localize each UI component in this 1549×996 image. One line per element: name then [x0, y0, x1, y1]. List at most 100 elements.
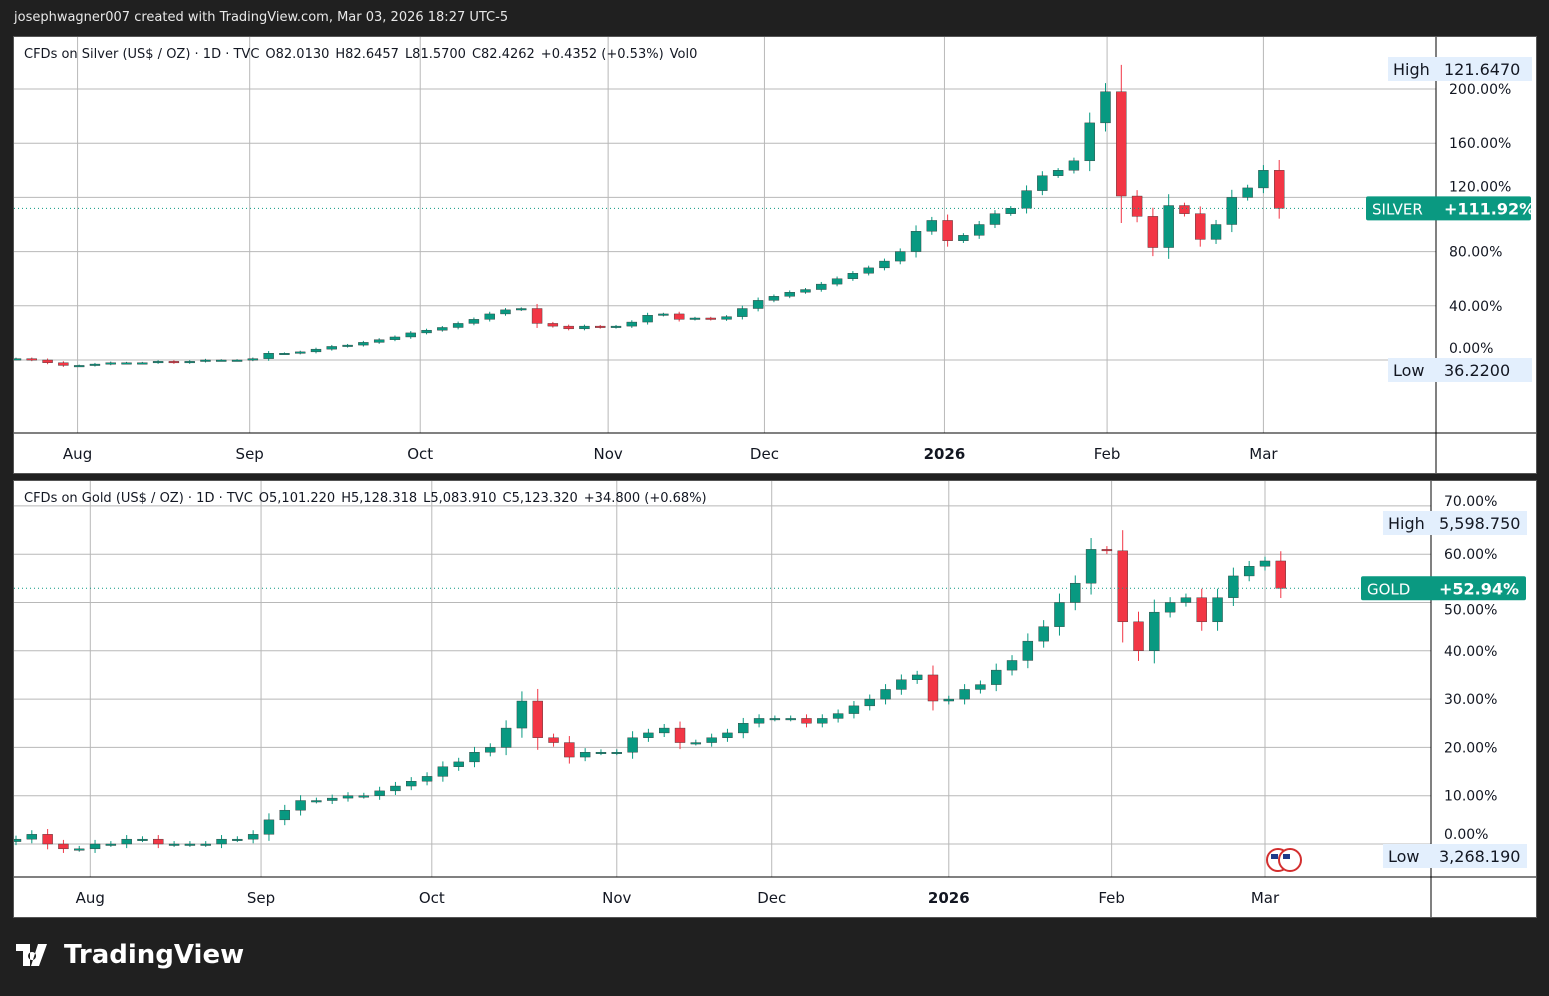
time-tick-label: Sep: [236, 445, 264, 463]
candle-body: [595, 752, 607, 754]
candle-body: [1131, 195, 1143, 217]
candle-body: [1101, 549, 1113, 552]
candle-body: [943, 698, 954, 702]
time-tick-label: Mar: [1249, 445, 1278, 463]
time-tick-label: Sep: [247, 889, 275, 907]
candle-body: [184, 361, 195, 364]
candle-body: [911, 674, 923, 680]
low-label: Low: [1388, 847, 1420, 866]
candle-body: [279, 809, 290, 821]
candle-body: [752, 300, 764, 309]
silver-open: O82.0130: [265, 47, 330, 62]
candle-body: [437, 327, 448, 331]
candle-body: [658, 313, 669, 316]
candle-body: [705, 317, 716, 320]
candle-body: [769, 718, 781, 721]
candle-body: [1242, 187, 1253, 198]
candle-body: [1243, 566, 1255, 577]
time-tick-label: Oct: [419, 889, 445, 907]
price-tick-label: 40.00%: [1444, 644, 1497, 660]
candle-body: [14, 838, 22, 842]
candle-body: [690, 742, 702, 745]
high-label: High: [1393, 60, 1430, 79]
low-value: 36.2200: [1444, 361, 1510, 380]
candle-body: [26, 358, 37, 361]
candle-body: [1100, 91, 1111, 124]
candle-body: [310, 348, 322, 353]
candle-body: [1226, 197, 1238, 225]
candle-body: [232, 838, 243, 841]
low-label: Low: [1393, 361, 1425, 380]
candle-body: [611, 752, 622, 754]
candle-body: [1180, 597, 1192, 603]
silver-volume: Vol0: [669, 47, 698, 62]
candle-body: [121, 838, 132, 845]
candle-body: [137, 838, 148, 841]
tradingview-logo[interactable]: TradingView: [16, 940, 244, 970]
candle-body: [1084, 122, 1095, 162]
candle-body: [1212, 597, 1223, 623]
chart-caption: josephwagner007 created with TradingView…: [14, 10, 509, 25]
gold-chart-svg[interactable]: 70.00% 60.00% 50.00% 40.00% 30.00% 20.00% 10.0…: [14, 481, 1536, 917]
candle-body: [500, 727, 512, 748]
silver-chart-pane[interactable]: 200.00% 160.00% 120.00% 80.00% 40.00% 0.00% Au…: [13, 36, 1537, 474]
silver-change: +0.4352 (+0.53%): [540, 47, 664, 62]
candle-body: [485, 747, 496, 753]
candle-body: [247, 358, 259, 361]
candle-body: [1163, 205, 1174, 248]
candle-body: [168, 361, 180, 364]
candle-body: [910, 231, 922, 252]
gold-chart-pane[interactable]: 70.00% 60.00% 50.00% 40.00% 30.00% 20.00% 10.0…: [13, 480, 1537, 918]
high-value: 5,598.750: [1439, 514, 1520, 533]
price-tick-label: 160.00%: [1449, 136, 1511, 152]
candle-body: [311, 800, 322, 803]
gold-high: H5,128.318: [341, 491, 418, 506]
candle-body: [848, 705, 860, 714]
candle-body: [42, 359, 53, 363]
gold-low: L5,083.910: [423, 491, 497, 506]
candle-body: [975, 684, 986, 690]
candle-body: [643, 732, 654, 738]
candle-body: [421, 329, 432, 334]
candle-body: [1275, 560, 1287, 589]
candle-body: [1196, 597, 1207, 623]
candle-body: [327, 797, 338, 801]
candle-body: [579, 325, 590, 330]
price-tick-label: 30.00%: [1444, 692, 1497, 708]
candle-body: [153, 838, 164, 845]
candle-body: [358, 342, 369, 346]
candle-body: [263, 353, 274, 359]
gold-close: C5,123.320: [502, 491, 578, 506]
us-flag-canton: [1271, 854, 1278, 859]
candle-body: [896, 679, 907, 690]
candle-body: [1052, 170, 1064, 176]
candle-body: [484, 313, 495, 320]
silver-chart-svg[interactable]: 200.00% 160.00% 120.00% 80.00% 40.00% 0.00% Au…: [14, 37, 1536, 473]
silver-low: L81.5700: [404, 47, 466, 62]
price-tick-label: 80.00%: [1449, 245, 1502, 261]
candle-body: [1149, 611, 1160, 652]
candle-body: [231, 359, 243, 362]
candle-body: [405, 332, 416, 338]
time-tick-label: Nov: [602, 889, 631, 907]
candle-body: [642, 315, 653, 323]
low-value: 3,268.190: [1439, 847, 1520, 866]
candle-body: [1195, 213, 1206, 240]
gold-change: +34.800 (+0.68%): [583, 491, 707, 506]
price-tick-label: 20.00%: [1444, 740, 1497, 756]
price-tick-label: 60.00%: [1444, 547, 1497, 563]
candle-body: [1210, 224, 1222, 240]
candle-body: [42, 834, 53, 845]
time-tick-label: Aug: [76, 889, 105, 907]
candle-body: [674, 727, 686, 743]
candle-body: [389, 336, 401, 340]
candle-body: [1179, 205, 1190, 214]
time-tick-label: Dec: [750, 445, 779, 463]
candle-body: [1164, 602, 1176, 613]
candle-body: [548, 737, 559, 743]
candle-body: [1133, 621, 1144, 652]
candle-body: [374, 790, 385, 796]
candle-body: [753, 718, 765, 724]
candle-body: [1037, 175, 1048, 191]
candle-body: [737, 308, 748, 317]
